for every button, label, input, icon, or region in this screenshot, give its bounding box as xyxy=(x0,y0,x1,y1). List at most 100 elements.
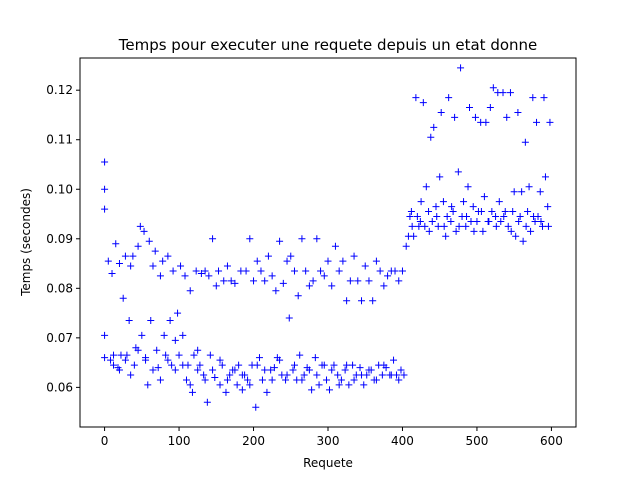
data-point xyxy=(159,257,167,265)
data-point xyxy=(115,366,123,374)
data-point xyxy=(421,222,429,230)
data-point xyxy=(433,212,441,220)
data-point xyxy=(397,366,405,374)
data-point xyxy=(356,364,364,372)
data-point xyxy=(341,366,349,374)
data-point xyxy=(156,272,164,280)
data-point xyxy=(518,188,526,196)
data-point xyxy=(410,232,418,240)
data-point xyxy=(227,277,235,285)
data-point xyxy=(285,314,293,322)
data-point xyxy=(372,376,380,384)
data-point xyxy=(500,212,508,220)
data-point xyxy=(101,354,109,362)
data-point xyxy=(533,118,541,126)
data-point xyxy=(372,257,380,265)
data-point xyxy=(308,386,316,394)
data-point xyxy=(123,351,131,359)
data-point xyxy=(181,272,189,280)
data-point xyxy=(212,282,220,290)
data-point xyxy=(522,222,530,230)
data-point xyxy=(425,208,433,216)
data-point xyxy=(144,381,152,389)
data-point xyxy=(443,212,451,220)
data-point xyxy=(104,257,112,265)
data-point xyxy=(226,371,234,379)
data-point xyxy=(177,262,185,270)
data-point xyxy=(223,376,231,384)
data-point xyxy=(276,237,284,245)
data-point xyxy=(419,99,427,107)
data-point xyxy=(279,279,287,287)
data-point xyxy=(127,262,135,270)
data-point xyxy=(151,247,159,255)
data-point xyxy=(398,267,406,275)
data-point xyxy=(253,361,261,369)
data-point xyxy=(427,133,435,141)
data-point xyxy=(231,366,239,374)
data-point xyxy=(149,262,157,270)
data-point xyxy=(255,354,263,362)
y-tick-label: 0.11 xyxy=(46,133,73,147)
data-point xyxy=(538,222,546,230)
data-point xyxy=(501,208,509,216)
data-point xyxy=(258,376,266,384)
data-point xyxy=(209,366,217,374)
data-point xyxy=(190,351,198,359)
y-tick-label: 0.08 xyxy=(46,281,73,295)
data-point xyxy=(244,376,252,384)
data-point xyxy=(313,235,321,243)
plot-frame xyxy=(79,57,577,428)
data-point xyxy=(407,208,415,216)
data-point xyxy=(110,361,118,369)
data-point xyxy=(290,361,298,369)
data-point xyxy=(325,386,333,394)
data-point xyxy=(223,262,231,270)
data-point xyxy=(140,227,148,235)
data-point xyxy=(130,361,138,369)
y-tick-label: 0.06 xyxy=(46,380,73,394)
data-point xyxy=(492,212,500,220)
data-point xyxy=(222,388,230,396)
data-point xyxy=(358,371,366,379)
data-point xyxy=(525,183,533,191)
data-point xyxy=(315,381,323,389)
data-point xyxy=(287,252,295,260)
data-point xyxy=(289,366,297,374)
data-point xyxy=(127,371,135,379)
data-point xyxy=(156,376,164,384)
data-point xyxy=(365,366,373,374)
x-tick-label: 0 xyxy=(101,434,109,448)
data-point xyxy=(488,208,496,216)
data-point xyxy=(174,309,182,317)
data-point xyxy=(380,282,388,290)
data-point xyxy=(449,208,457,216)
data-point xyxy=(514,108,522,116)
data-point xyxy=(334,371,342,379)
data-point xyxy=(149,366,157,374)
x-tick-label: 500 xyxy=(465,434,488,448)
data-point xyxy=(437,108,445,116)
data-point xyxy=(430,123,438,131)
data-point xyxy=(197,269,205,277)
data-point xyxy=(153,346,161,354)
data-point xyxy=(205,272,213,280)
data-point xyxy=(464,183,472,191)
data-point xyxy=(257,267,265,275)
data-point xyxy=(485,217,493,225)
data-point xyxy=(276,356,284,364)
data-point xyxy=(530,212,538,220)
data-point xyxy=(369,297,377,305)
data-point xyxy=(378,371,386,379)
data-point xyxy=(112,240,120,248)
data-point xyxy=(330,361,338,369)
data-point xyxy=(350,376,358,384)
y-tick-label: 0.09 xyxy=(46,232,73,246)
data-point xyxy=(434,222,442,230)
data-point xyxy=(305,282,313,290)
data-point xyxy=(343,361,351,369)
data-point xyxy=(358,297,366,305)
data-point xyxy=(499,89,507,97)
data-point xyxy=(200,371,208,379)
